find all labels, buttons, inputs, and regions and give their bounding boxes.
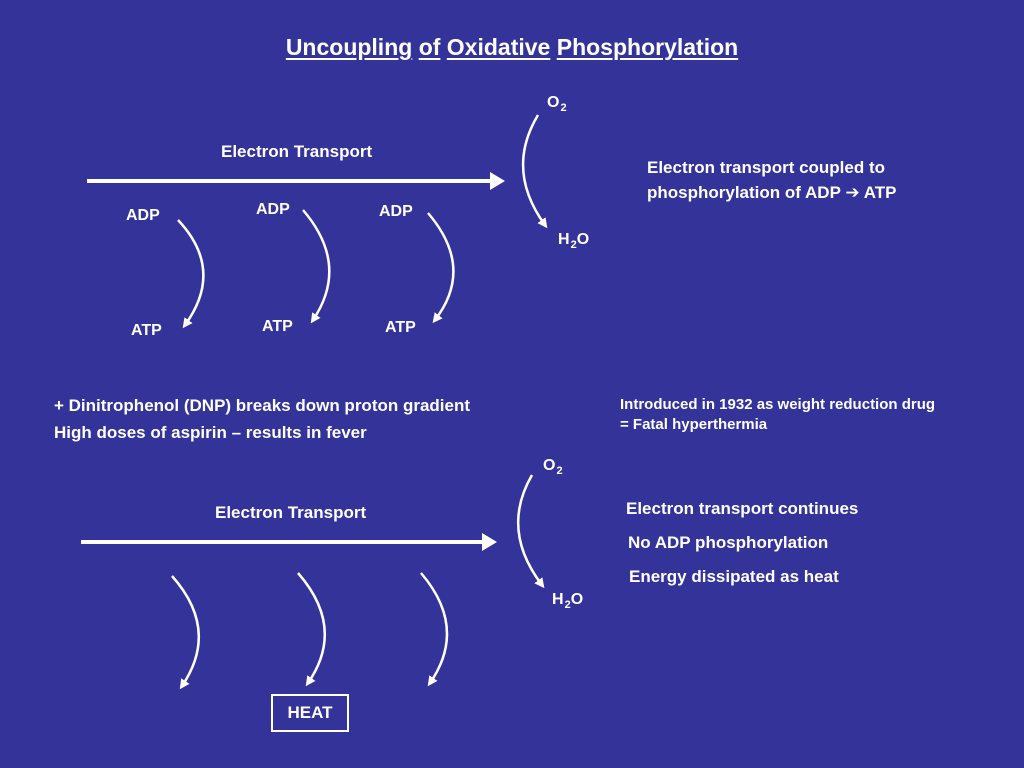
- top-adp-label-3: ADP: [379, 203, 413, 220]
- heat-label: HEAT: [287, 703, 333, 722]
- top-electron-transport-label: Electron Transport: [221, 142, 373, 161]
- bottom-note-2: No ADP phosphorylation: [628, 533, 829, 552]
- bottom-h2o-label: H2O: [552, 591, 584, 611]
- bottom-note-3: Energy dissipated as heat: [629, 567, 839, 586]
- top-atp-label-3: ATP: [385, 319, 416, 336]
- heat-box: HEAT: [271, 694, 349, 732]
- dash-symbol: –: [231, 423, 242, 442]
- top-adp-label-1: ADP: [126, 207, 160, 224]
- top-atp-label-1: ATP: [131, 322, 162, 339]
- aspirin-line: High doses of aspirin – results in fever: [54, 423, 367, 442]
- bottom-o2-to-h2o-arrow: [516, 474, 545, 589]
- bottom-note-1: Electron transport continues: [626, 499, 859, 518]
- top-note-line-1: Electron transport coupled to: [647, 158, 886, 177]
- bottom-heat-arrow-3: [420, 572, 449, 687]
- right-arrow-icon: ➔: [845, 183, 860, 202]
- title-word-3: Oxidative: [446, 34, 551, 60]
- dnp-line: + Dinitrophenol (DNP) breaks down proton…: [54, 396, 471, 415]
- top-adp-label-2: ADP: [256, 201, 290, 218]
- intro-line-2: = Fatal hyperthermia: [620, 416, 768, 433]
- top-adp-atp-arrow-1: [177, 219, 205, 329]
- top-electron-transport-arrow: [87, 172, 505, 190]
- top-o2-to-h2o-arrow: [521, 114, 548, 229]
- bottom-electron-transport-label: Electron Transport: [215, 503, 367, 522]
- bottom-o2-label: O2: [543, 457, 563, 477]
- bottom-electron-transport-arrow: [81, 533, 497, 551]
- title-word-1: Uncoupling: [285, 34, 413, 60]
- intro-line-1: Introduced in 1932 as weight reduction d…: [620, 396, 936, 413]
- top-o2-label: O2: [547, 94, 567, 114]
- title-word-2: of: [418, 34, 441, 60]
- top-adp-atp-arrow-3: [427, 212, 455, 324]
- top-adp-atp-arrow-2: [302, 209, 331, 324]
- bottom-heat-arrow-1: [171, 575, 200, 690]
- bottom-heat-arrow-2: [297, 572, 326, 687]
- top-note-line-2: phosphorylation of ADP ➔ ATP: [647, 183, 897, 202]
- top-h2o-label: H2O: [558, 231, 590, 251]
- page-title: Uncoupling of Oxidative Phosphorylation: [0, 36, 1024, 59]
- title-word-4: Phosphorylation: [556, 34, 739, 60]
- top-atp-label-2: ATP: [262, 318, 293, 335]
